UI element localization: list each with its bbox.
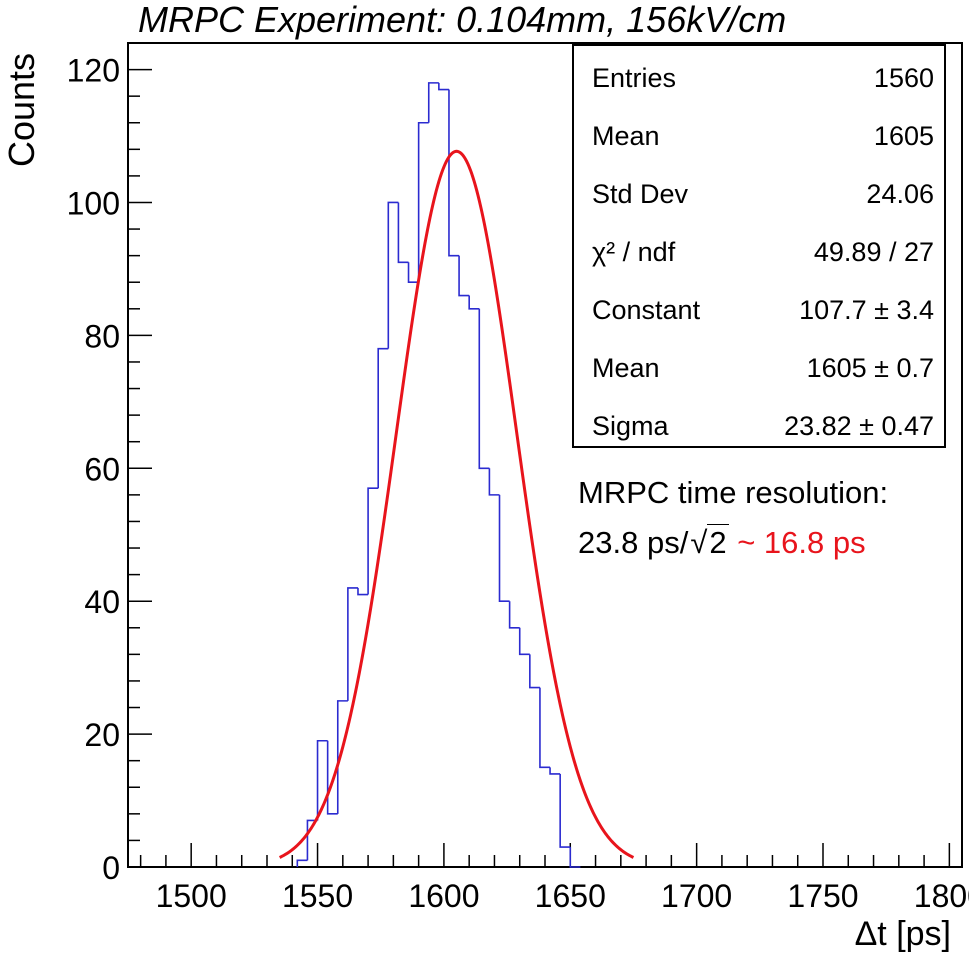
histogram-bin [508,601,520,629]
stats-box: Entries 1560 Mean 1605 Std Dev 24.06 χ² … [572,44,946,448]
gaussian-fit-curve [278,149,635,859]
histogram-bin [336,700,348,814]
sqrt-radicand: 2 [707,524,729,560]
histogram-bin [357,587,369,596]
stat-name: Sigma [592,411,669,441]
x-tick-label: 1700 [661,878,732,914]
histogram-bin [377,347,389,489]
histogram-bin [468,295,480,310]
annotation-resolution-value: ~ 16.8 ps [728,525,866,560]
stat-value: 1605 ± 0.7 [806,353,934,383]
sqrt-symbol: √2 [690,524,729,560]
histogram-bin [569,847,581,868]
stat-name: Entries [592,63,677,93]
histogram-bin [397,202,409,264]
histogram-bin [326,740,338,815]
histogram-bin [296,859,308,867]
histogram-bin [539,687,551,769]
histogram-bin [488,468,500,496]
y-tick-label: 80 [84,318,120,354]
y-tick-label: 20 [84,717,120,753]
annotation-line1: MRPC time resolution: [578,475,889,510]
histogram-bin [367,487,379,595]
stat-value: 107.7 ± 3.4 [799,295,934,325]
histogram-bin [417,121,429,283]
y-tick-label: 60 [84,451,120,487]
stat-value: 49.89 / 27 [813,237,934,267]
histogram-bin [448,89,460,257]
x-tick-label: 1650 [535,878,606,914]
stat-row-constant: Constant 107.7 ± 3.4 [592,290,934,330]
stat-row-sigma: Sigma 23.82 ± 0.47 [592,406,934,446]
stat-row-fit-mean: Mean 1605 ± 0.7 [592,348,934,388]
annotation-line2: 23.8 ps/√2 ~ 16.8 ps [578,518,888,568]
x-tick-label: 1550 [282,878,353,914]
histogram-bin [387,201,399,349]
histogram-bin [438,82,449,91]
stat-value: 24.06 [866,179,934,209]
stat-name: Mean [592,121,660,151]
stat-value: 1560 [873,63,934,93]
y-tick-label: 40 [84,584,120,620]
histogram-bin [559,773,571,848]
stat-name: Mean [592,353,660,383]
stat-name: Std Dev [592,179,689,209]
y-tick-label: 120 [67,53,120,89]
histogram-bin [529,654,540,689]
resolution-annotation: MRPC time resolution: 23.8 ps/√2 ~ 16.8 … [578,468,888,568]
histogram-bin [518,627,530,656]
histogram-bin [549,767,561,775]
stat-row-std-dev: Std Dev 24.06 [592,174,934,214]
histogram-bin [458,255,470,297]
y-tick-label: 0 [102,850,120,886]
y-tick-label: 100 [67,185,120,221]
stat-name: Constant [592,295,701,325]
x-tick-label: 1500 [156,878,227,914]
x-tick-label: 1600 [408,878,479,914]
histogram-bin [347,587,358,701]
stat-value: 23.82 ± 0.47 [784,411,934,441]
stat-row-entries: Entries 1560 [592,58,934,98]
x-axis-label: Δt [ps] [854,915,951,953]
histogram-bin [427,82,439,123]
stat-row-mean: Mean 1605 [592,116,934,156]
histogram-bin [407,262,419,284]
chart-title: MRPC Experiment: 0.104mm, 156kV/cm [138,0,787,40]
x-tick-label: 1750 [787,878,858,914]
annotation-prefix: 23.8 ps/ [578,525,689,560]
stat-value: 1605 [873,121,934,151]
histogram-bin [316,739,328,821]
histogram-bin [498,494,510,602]
stat-row-chi2: χ² / ndf 49.89 / 27 [592,232,934,272]
stat-name: χ² / ndf [592,237,676,267]
histogram-bin [478,308,490,470]
